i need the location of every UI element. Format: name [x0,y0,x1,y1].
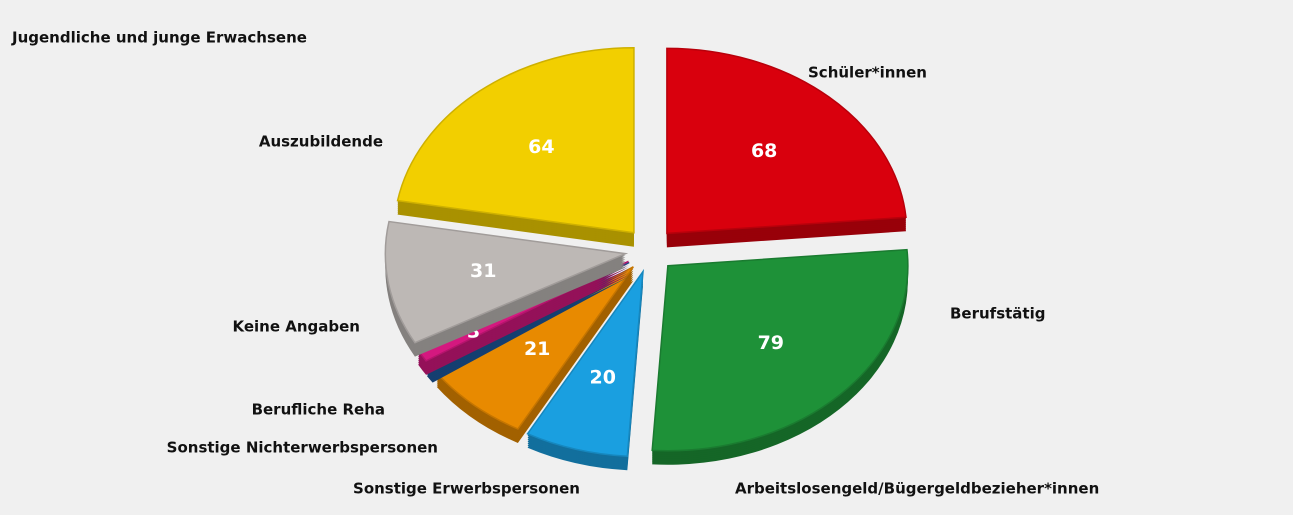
category-label: Auszubildende [259,133,383,151]
chart-title: Jugendliche und junge Erwachsene [11,29,307,47]
value-label: 21 [524,338,550,360]
value-label: 79 [758,332,784,354]
slice [396,47,635,234]
value-label: 31 [470,260,496,282]
slice [666,47,907,235]
value-label: 64 [528,136,554,158]
value-label: 68 [751,140,777,162]
slice [651,248,909,452]
category-label: Schüler*innen [808,64,927,82]
slice [526,268,644,457]
category-label: Sonstige Erwerbspersonen [353,480,580,498]
category-label: Berufliche Reha [252,401,385,419]
slice [384,220,629,344]
value-label: 20 [589,367,615,389]
category-label: Keine Angaben [233,318,361,336]
category-label: Berufstätig [950,305,1045,323]
category-label: Sonstige Nichterwerbspersonen [167,439,438,457]
category-label: Arbeitslosengeld/Bügergeldbezieher*innen [735,480,1099,498]
